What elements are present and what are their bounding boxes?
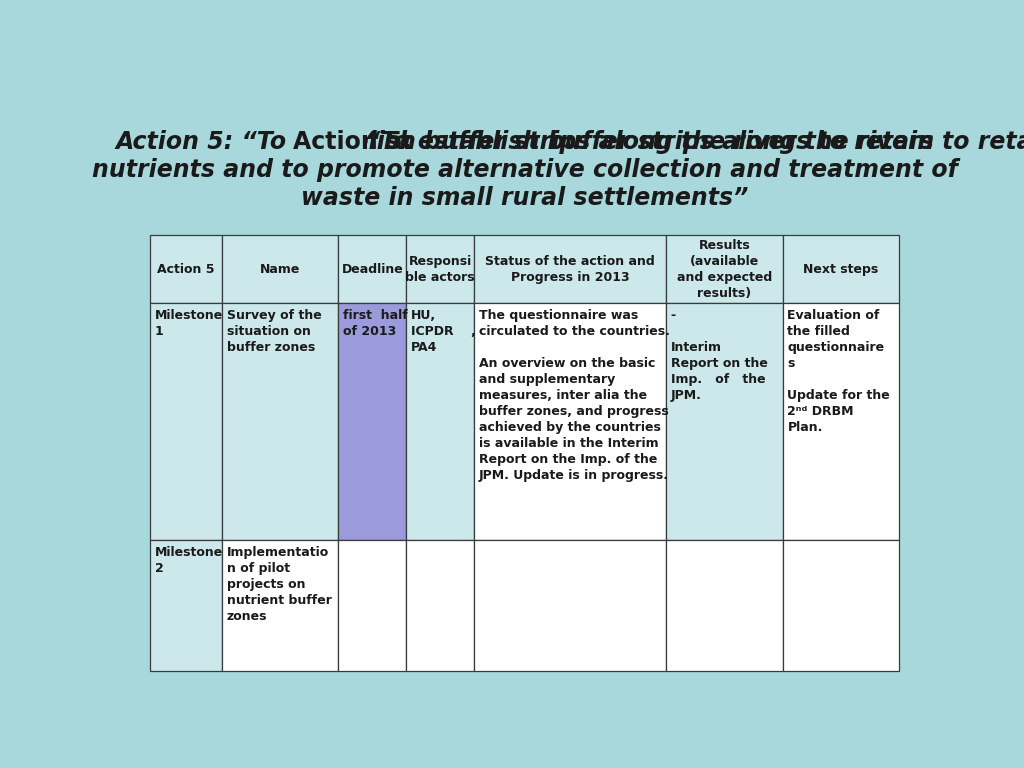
Text: -

Interim
Report on the
Imp.   of   the
JPM.: - Interim Report on the Imp. of the JPM. — [671, 309, 768, 402]
Bar — [151, 235, 222, 303]
Text: waste in small rural settlements”: waste in small rural settlements” — [301, 186, 749, 210]
Text: Evaluation of
the filled
questionnaire
s

Update for the
2ⁿᵈ DRBM
Plan.: Evaluation of the filled questionnaire s… — [787, 309, 890, 434]
Text: Milestone
2: Milestone 2 — [155, 546, 223, 575]
Bar — [407, 540, 474, 670]
Text: “To establish buffer strips along the rivers to retain: “To establish buffer strips along the ri… — [366, 131, 1024, 154]
Bar — [474, 540, 666, 670]
Bar — [782, 540, 899, 670]
Text: HU,
ICPDR    ,
PA4: HU, ICPDR , PA4 — [411, 309, 476, 353]
Bar — [339, 303, 407, 540]
Bar — [339, 540, 407, 670]
Bar — [666, 235, 782, 303]
Text: Results
(available
and expected
results): Results (available and expected results) — [677, 239, 772, 300]
Text: Next steps: Next steps — [804, 263, 879, 276]
Bar — [339, 235, 407, 303]
Bar — [222, 540, 339, 670]
Bar — [407, 303, 474, 540]
Bar — [151, 303, 222, 540]
Text: Status of the action and
Progress in 2013: Status of the action and Progress in 201… — [485, 254, 655, 283]
Bar — [151, 540, 222, 670]
Text: Responsi
ble actors: Responsi ble actors — [406, 254, 475, 283]
Text: Deadline: Deadline — [341, 263, 403, 276]
Bar — [474, 303, 666, 540]
Text: first  half
of 2013: first half of 2013 — [343, 309, 408, 338]
Text: nutrients and to promote alternative collection and treatment of: nutrients and to promote alternative col… — [92, 158, 957, 182]
Bar — [474, 235, 666, 303]
Text: Implementatio
n of pilot
projects on
nutrient buffer
zones: Implementatio n of pilot projects on nut… — [226, 546, 332, 623]
Text: Action 5: “To establish buffer strips along the rivers to retain: Action 5: “To establish buffer strips al… — [116, 131, 934, 154]
Bar — [292, 127, 366, 157]
Bar — [782, 303, 899, 540]
Text: Survey of the
situation on
buffer zones: Survey of the situation on buffer zones — [226, 309, 322, 353]
Text: Name: Name — [260, 263, 300, 276]
Bar — [666, 540, 782, 670]
Text: Action 5:: Action 5: — [293, 131, 420, 154]
Text: Action 5: Action 5 — [158, 263, 215, 276]
Text: Milestone
1: Milestone 1 — [155, 309, 223, 338]
Bar — [666, 303, 782, 540]
Text: Action 5: “To establish buffer strips along the rivers to retain: Action 5: “To establish buffer strips al… — [115, 131, 935, 154]
Bar — [782, 235, 899, 303]
Text: The questionnaire was
circulated to the countries.

An overview on the basic
and: The questionnaire was circulated to the … — [479, 309, 670, 482]
Bar — [222, 303, 339, 540]
Bar — [407, 235, 474, 303]
Bar — [222, 235, 339, 303]
